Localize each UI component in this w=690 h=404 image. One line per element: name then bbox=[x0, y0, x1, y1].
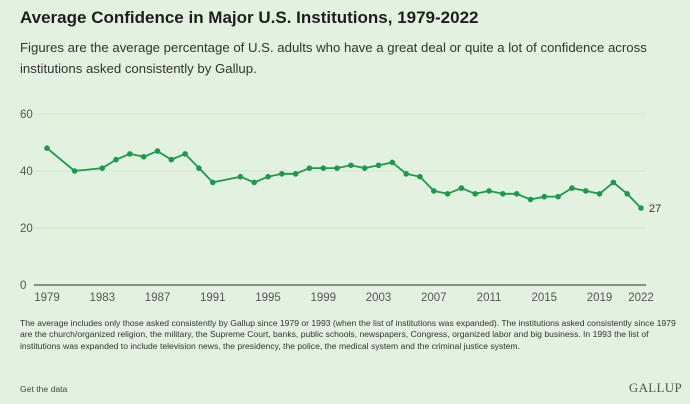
data-point bbox=[209, 179, 216, 186]
x-tick-label: 2015 bbox=[532, 292, 558, 304]
data-point bbox=[334, 165, 340, 171]
data-point bbox=[182, 151, 188, 157]
data-point bbox=[389, 159, 396, 166]
x-tick-label: 1991 bbox=[200, 292, 226, 304]
data-point bbox=[500, 191, 506, 197]
series-line bbox=[46, 147, 642, 209]
data-point bbox=[417, 173, 423, 180]
data-point bbox=[237, 173, 244, 180]
footnote: The average includes only those asked co… bbox=[20, 318, 676, 351]
data-point bbox=[375, 162, 382, 169]
data-point bbox=[403, 171, 409, 177]
data-point bbox=[306, 165, 313, 171]
gallup-logo: GALLUP bbox=[628, 380, 682, 395]
data-point bbox=[527, 196, 534, 203]
last-value-label: 27 bbox=[649, 203, 661, 215]
data-point bbox=[582, 188, 589, 194]
data-point bbox=[320, 165, 327, 171]
data-point bbox=[569, 185, 575, 191]
data-point bbox=[292, 171, 299, 177]
data-point bbox=[113, 156, 119, 163]
data-point bbox=[458, 185, 465, 191]
chart-subtitle: Figures are the average percentage of U.… bbox=[20, 40, 647, 76]
x-tick-label: 2007 bbox=[421, 292, 447, 304]
data-point bbox=[265, 173, 271, 180]
data-point bbox=[430, 188, 437, 194]
data-point bbox=[444, 191, 451, 197]
data-point bbox=[361, 165, 368, 171]
data-point bbox=[71, 168, 78, 174]
data-point bbox=[127, 151, 133, 157]
data-point bbox=[596, 191, 603, 197]
x-tick-label: 2022 bbox=[628, 292, 654, 304]
data-point bbox=[555, 193, 561, 200]
data-point bbox=[140, 153, 147, 160]
x-tick-label: 1983 bbox=[89, 292, 115, 304]
data-point bbox=[472, 191, 479, 197]
line-chart: 0 20 40 60 1979 1983 1987 1991 1995 1999 2003 2007 2… bbox=[20, 109, 661, 304]
y-tick-label: 60 bbox=[20, 109, 33, 121]
data-point bbox=[486, 188, 492, 194]
data-point bbox=[624, 191, 630, 197]
chart-title: Average Confidence in Major U.S. Institu… bbox=[20, 8, 479, 27]
get-data-link[interactable]: Get the data bbox=[20, 384, 68, 394]
data-point bbox=[99, 165, 106, 171]
x-tick-label: 1995 bbox=[255, 292, 281, 304]
data-point bbox=[348, 162, 354, 169]
data-point bbox=[251, 179, 258, 186]
data-point bbox=[541, 193, 548, 200]
x-tick-label: 2003 bbox=[366, 292, 392, 304]
y-tick-label: 40 bbox=[20, 166, 33, 178]
x-tick-label: 2011 bbox=[477, 292, 502, 304]
data-point bbox=[168, 156, 175, 163]
data-point bbox=[196, 165, 202, 171]
x-tick-label: 1987 bbox=[145, 292, 171, 304]
data-point bbox=[44, 145, 50, 151]
data-point bbox=[154, 148, 161, 154]
x-tick-label: 2019 bbox=[587, 292, 613, 304]
data-point bbox=[610, 179, 617, 186]
x-tick-label: 1979 bbox=[34, 292, 60, 304]
y-tick-label: 20 bbox=[20, 223, 33, 235]
data-point bbox=[513, 191, 520, 197]
x-tick-label: 1999 bbox=[310, 292, 336, 304]
data-point bbox=[279, 171, 285, 177]
y-tick-label: 0 bbox=[20, 280, 26, 292]
data-point bbox=[638, 205, 644, 211]
